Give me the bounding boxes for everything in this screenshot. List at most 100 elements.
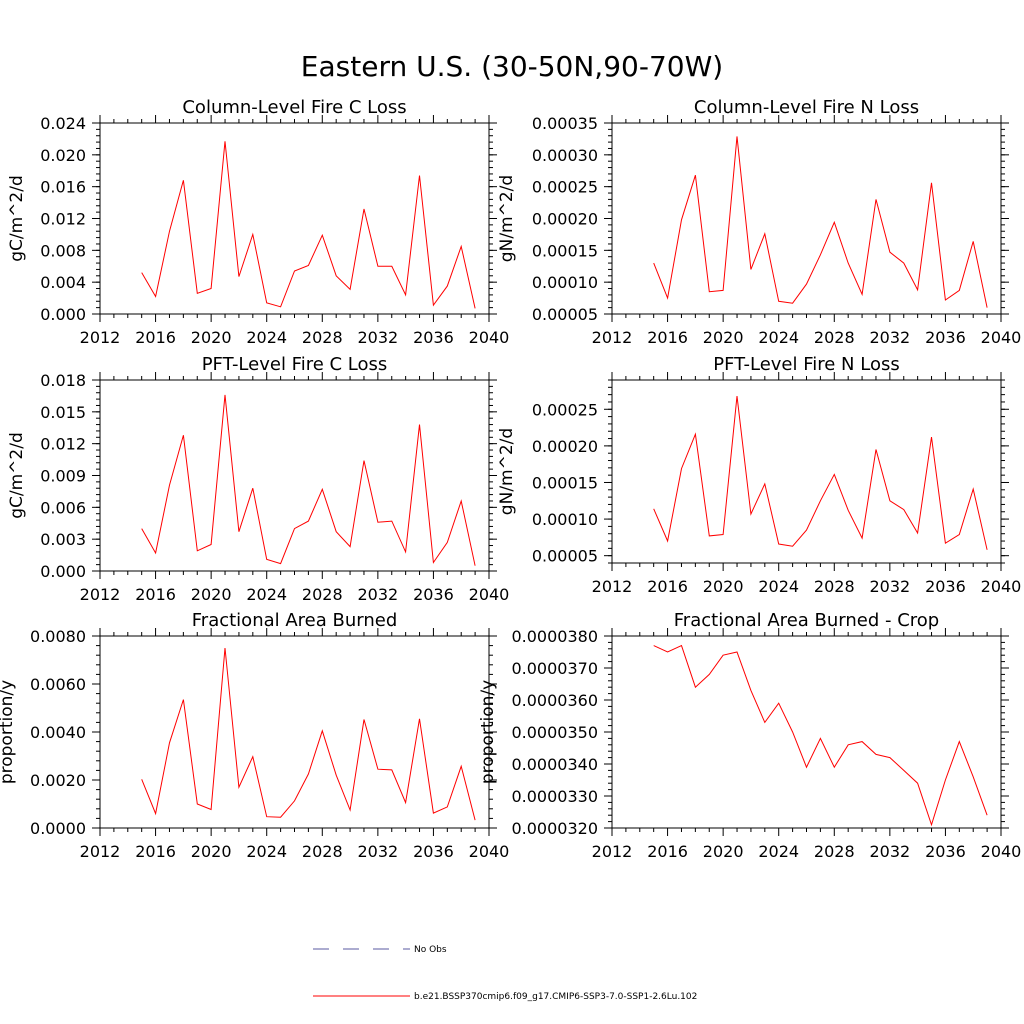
x-tick-label: 2016 (647, 328, 688, 347)
y-tick-label: 0.0040 (30, 723, 86, 742)
y-tick-label: 0.0000340 (511, 755, 598, 774)
y-tick-label: 0.018 (40, 371, 86, 390)
legend-obs-label: No Obs (414, 945, 447, 955)
x-tick-label: 2036 (925, 842, 966, 861)
y-axis-label: gC/m^2/d (7, 175, 27, 262)
x-tick-label: 2024 (246, 585, 287, 604)
x-tick-label: 2028 (814, 328, 855, 347)
x-tick-label: 2036 (925, 328, 966, 347)
x-tick-label: 2020 (703, 842, 744, 861)
y-tick-label: 0.012 (40, 435, 86, 454)
y-tick-label: 0.0020 (30, 771, 86, 790)
legend-model-label: b.e21.BSSP370cmip6.f09_g17.CMIP6-SSP3-7.… (414, 992, 697, 1002)
plot-frame (99, 379, 490, 572)
y-tick-label: 0.0060 (30, 675, 86, 694)
x-tick-label: 2040 (469, 328, 510, 347)
y-tick-label: 0.00035 (532, 114, 598, 133)
x-tick-label: 2020 (191, 328, 232, 347)
x-tick-label: 2016 (135, 842, 176, 861)
x-tick-label: 2020 (703, 328, 744, 347)
x-tick-label: 2016 (135, 585, 176, 604)
series-line (653, 396, 988, 550)
x-tick-label: 2012 (592, 577, 633, 596)
panel-title: Column-Level Fire N Loss (694, 97, 919, 118)
x-tick-label: 2032 (869, 328, 910, 347)
y-tick-label: 0.00005 (532, 547, 598, 566)
x-tick-label: 2024 (246, 842, 287, 861)
y-axis-label: proportion/y (0, 680, 17, 784)
x-tick-label: 2012 (592, 328, 633, 347)
chart-panel-1: Column-Level Fire C Loss 2012 2016 2020 2024… (7, 97, 509, 347)
y-tick-label: 0.024 (40, 114, 86, 133)
y-tick-label: 0.0000320 (511, 819, 598, 838)
x-tick-label: 2040 (981, 328, 1022, 347)
x-tick-label: 2024 (758, 328, 799, 347)
y-tick-label: 0.00010 (532, 510, 598, 529)
x-tick-label: 2012 (80, 842, 121, 861)
y-tick-label: 0.0000330 (511, 787, 598, 806)
x-tick-label: 2036 (413, 585, 454, 604)
y-tick-label: 0.003 (40, 530, 86, 549)
x-tick-label: 2036 (413, 842, 454, 861)
x-tick-label: 2012 (592, 842, 633, 861)
y-tick-label: 0.0000 (30, 819, 86, 838)
panel-title: PFT-Level Fire N Loss (713, 354, 899, 375)
x-tick-label: 2040 (469, 842, 510, 861)
x-tick-label: 2016 (647, 842, 688, 861)
y-axis-label: proportion/y (478, 680, 498, 784)
y-tick-label: 0.006 (40, 498, 86, 517)
x-tick-label: 2040 (981, 842, 1022, 861)
x-tick-label: 2032 (357, 328, 398, 347)
x-tick-label: 2036 (413, 328, 454, 347)
y-tick-label: 0.009 (40, 467, 86, 486)
panel-title: Fractional Area Burned - Crop (674, 610, 939, 631)
x-tick-label: 2020 (191, 842, 232, 861)
x-tick-label: 2040 (469, 585, 510, 604)
y-tick-label: 0.0080 (30, 627, 86, 646)
x-tick-label: 2024 (758, 842, 799, 861)
panel-title: Fractional Area Burned (192, 610, 398, 631)
plot-frame (611, 635, 1002, 829)
x-tick-label: 2012 (80, 585, 121, 604)
x-tick-label: 2032 (357, 585, 398, 604)
y-tick-label: 0.00025 (532, 178, 598, 197)
y-tick-label: 0.00015 (532, 241, 598, 260)
y-tick-label: 0.00025 (532, 400, 598, 419)
x-tick-label: 2012 (80, 328, 121, 347)
y-tick-label: 0.00010 (532, 273, 598, 292)
y-tick-label: 0.012 (40, 210, 86, 229)
figure-title: Eastern U.S. (30-50N,90-70W) (301, 50, 723, 83)
chart-panel-4: PFT-Level Fire N Loss 2012 2016 2020 2024 202… (497, 354, 1021, 596)
plot-frame (611, 379, 1002, 564)
panel-title: Column-Level Fire C Loss (182, 97, 406, 118)
chart-panel-6: Fractional Area Burned - Crop 2012 2016 202… (478, 610, 1021, 861)
x-tick-label: 2024 (246, 328, 287, 347)
x-tick-label: 2028 (814, 842, 855, 861)
y-tick-label: 0.0000350 (511, 723, 598, 742)
series-line (653, 136, 988, 308)
x-tick-label: 2028 (302, 842, 343, 861)
series-line (141, 647, 476, 821)
y-tick-label: 0.0000380 (511, 627, 598, 646)
chart-panel-5: Fractional Area Burned 2012 2016 2020 2024 20… (0, 610, 509, 861)
y-tick-label: 0.0000370 (511, 659, 598, 678)
y-tick-label: 0.008 (40, 241, 86, 260)
panels: Column-Level Fire C Loss 2012 2016 2020 2024… (0, 97, 1021, 861)
x-tick-label: 2028 (302, 585, 343, 604)
x-tick-label: 2032 (357, 842, 398, 861)
y-tick-label: 0.00005 (532, 305, 598, 324)
x-tick-label: 2016 (135, 328, 176, 347)
y-axis-label: gN/m^2/d (497, 175, 517, 262)
x-tick-label: 2024 (758, 577, 799, 596)
y-axis-label: gC/m^2/d (7, 432, 27, 519)
y-tick-label: 0.020 (40, 146, 86, 165)
y-tick-label: 0.0000360 (511, 691, 598, 710)
chart-panel-3: PFT-Level Fire C Loss 2012 2016 2020 2024 202… (7, 354, 509, 604)
x-tick-label: 2040 (981, 577, 1022, 596)
x-tick-label: 2028 (814, 577, 855, 596)
x-tick-label: 2028 (302, 328, 343, 347)
y-tick-label: 0.015 (40, 403, 86, 422)
y-tick-label: 0.000 (40, 305, 86, 324)
series-line (141, 141, 476, 309)
